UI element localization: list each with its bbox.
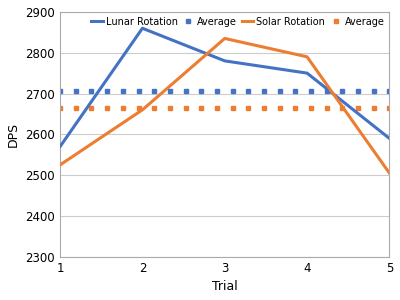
Average — [136, 106, 141, 110]
Line: Lunar Rotation: Lunar Rotation — [60, 28, 389, 146]
Average — [183, 106, 188, 110]
Average — [58, 106, 62, 110]
Lunar Rotation — [387, 136, 392, 140]
Average — [152, 90, 156, 93]
Average — [246, 106, 251, 110]
Average — [371, 90, 376, 93]
Lunar Rotation — [140, 26, 145, 30]
Average — [230, 106, 235, 110]
Average — [58, 90, 62, 93]
Line: Average: Average — [58, 106, 391, 110]
Average — [214, 90, 219, 93]
Average — [277, 106, 282, 110]
Average — [89, 106, 94, 110]
Average — [120, 90, 125, 93]
Average — [262, 106, 266, 110]
Solar Rotation — [58, 163, 62, 167]
Average — [105, 106, 110, 110]
Average — [387, 90, 392, 93]
Average — [89, 90, 94, 93]
Average — [73, 90, 78, 93]
Average — [199, 90, 204, 93]
Average — [105, 90, 110, 93]
Average — [277, 90, 282, 93]
Average — [308, 106, 313, 110]
Average — [214, 106, 219, 110]
Average — [340, 90, 345, 93]
Average — [183, 90, 188, 93]
Average — [168, 90, 172, 93]
Average — [387, 106, 392, 110]
Average — [230, 90, 235, 93]
Average — [293, 90, 298, 93]
Lunar Rotation — [305, 71, 310, 75]
Solar Rotation — [305, 55, 310, 58]
Average — [168, 106, 172, 110]
X-axis label: Trial: Trial — [212, 280, 238, 293]
Average — [199, 106, 204, 110]
Average — [152, 106, 156, 110]
Average — [308, 90, 313, 93]
Y-axis label: DPS: DPS — [7, 122, 20, 147]
Legend: Lunar Rotation, Average, Solar Rotation, Average: Lunar Rotation, Average, Solar Rotation,… — [87, 13, 388, 31]
Average — [73, 106, 78, 110]
Average — [356, 90, 360, 93]
Line: Average: Average — [58, 89, 391, 93]
Average — [324, 106, 329, 110]
Average — [262, 90, 266, 93]
Average — [293, 106, 298, 110]
Average — [120, 106, 125, 110]
Solar Rotation — [387, 171, 392, 175]
Line: Solar Rotation: Solar Rotation — [60, 38, 389, 173]
Average — [136, 90, 141, 93]
Solar Rotation — [222, 37, 227, 40]
Lunar Rotation — [222, 59, 227, 63]
Average — [371, 106, 376, 110]
Solar Rotation — [140, 108, 145, 112]
Average — [340, 106, 345, 110]
Lunar Rotation — [58, 145, 62, 148]
Average — [356, 106, 360, 110]
Average — [246, 90, 251, 93]
Average — [324, 90, 329, 93]
